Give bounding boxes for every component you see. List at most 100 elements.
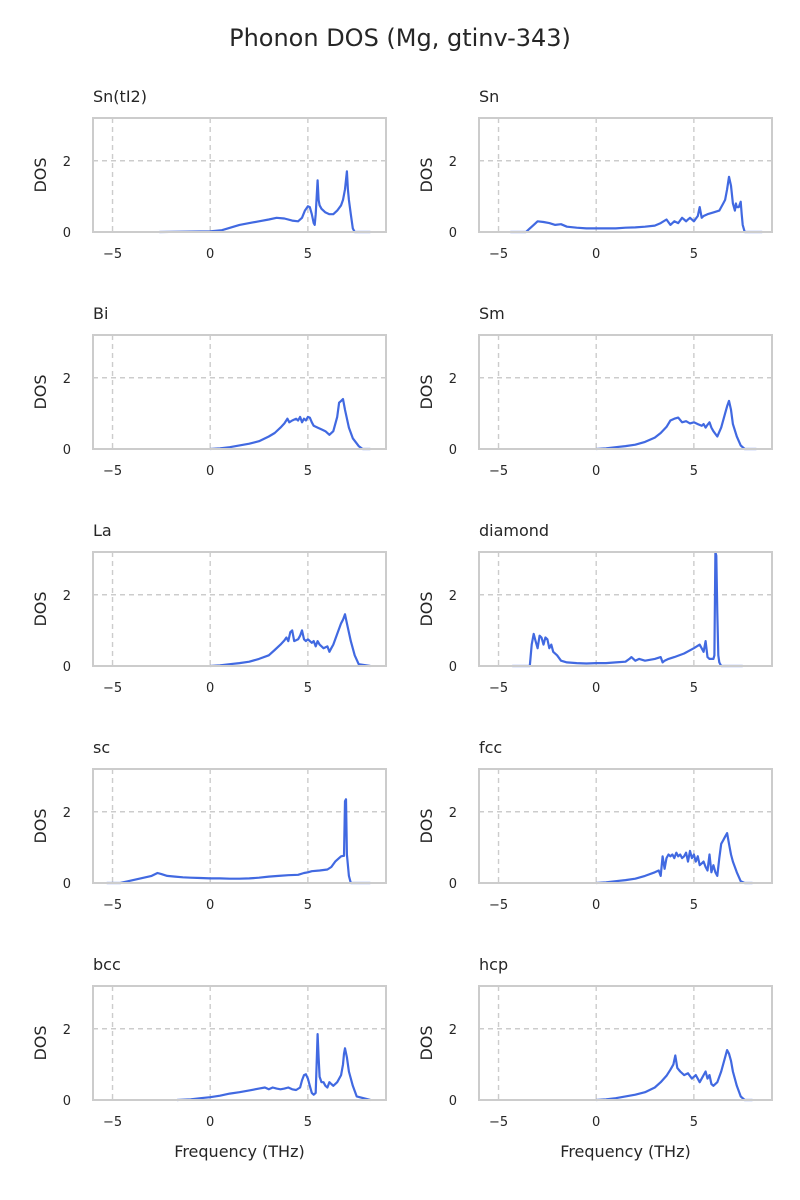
y-tick-label: 0 [449, 660, 457, 675]
y-axis-label: DOS [31, 374, 50, 409]
dos-panel: −5 0 5 0 2 bcc DOS [31, 955, 387, 1130]
axes-frame [478, 551, 773, 667]
dos-series-line [596, 1048, 753, 1102]
y-tick-label: 0 [449, 443, 457, 458]
y-axis-label: DOS [417, 1025, 436, 1060]
dos-series-line [106, 798, 371, 885]
y-tick-label: 2 [63, 806, 71, 821]
dos-series-line [210, 398, 371, 451]
y-tick-label: 2 [449, 806, 457, 821]
x-tick-label: 5 [690, 898, 698, 913]
y-axis-label: DOS [417, 808, 436, 843]
x-tick-label: 0 [592, 247, 600, 262]
x-tick-label: −5 [103, 681, 122, 696]
y-axis-label: DOS [417, 591, 436, 626]
dos-series-line [510, 175, 763, 234]
y-tick-label: 0 [63, 226, 71, 241]
dos-panel: −5 0 5 0 2 La DOS [31, 521, 387, 696]
x-tick-label: 5 [304, 681, 312, 696]
panel-title: bcc [93, 955, 121, 974]
dos-series-line [176, 1032, 371, 1102]
dos-series-line [159, 170, 371, 234]
x-tick-label: 5 [304, 898, 312, 913]
axes-frame [92, 985, 387, 1101]
y-tick-label: 2 [63, 589, 71, 604]
axes-frame [478, 985, 773, 1101]
axes-frame [478, 117, 773, 233]
x-tick-label: 5 [690, 1115, 698, 1130]
y-tick-label: 0 [63, 443, 71, 458]
y-axis-label: DOS [31, 808, 50, 843]
x-tick-label: 5 [690, 681, 698, 696]
y-tick-label: 2 [63, 1023, 71, 1038]
y-axis-label: DOS [417, 157, 436, 192]
panel-title: hcp [479, 955, 508, 974]
y-axis-label: DOS [31, 591, 50, 626]
x-tick-label: 5 [690, 464, 698, 479]
axes-frame [478, 768, 773, 884]
panel-title: fcc [479, 738, 502, 757]
y-tick-label: 0 [63, 660, 71, 675]
panel-title: Sm [479, 304, 505, 323]
x-axis-label: Frequency (THz) [174, 1142, 304, 1161]
dos-panel: −5 0 5 0 2 Bi DOS [31, 304, 387, 479]
x-tick-label: −5 [489, 681, 508, 696]
y-tick-label: 0 [449, 1094, 457, 1109]
x-tick-label: 0 [592, 681, 600, 696]
y-tick-label: 0 [63, 1094, 71, 1109]
panel-title: sc [93, 738, 110, 757]
x-tick-label: 0 [592, 1115, 600, 1130]
x-tick-label: −5 [103, 898, 122, 913]
y-tick-label: 2 [63, 155, 71, 170]
x-tick-label: 5 [304, 1115, 312, 1130]
x-tick-label: −5 [489, 1115, 508, 1130]
y-tick-label: 0 [449, 877, 457, 892]
axes-frame [92, 117, 387, 233]
axes-frame [92, 768, 387, 884]
dos-panel: −5 0 5 0 2 sc DOS [31, 738, 387, 913]
x-tick-label: −5 [103, 464, 122, 479]
y-tick-label: 2 [449, 1023, 457, 1038]
y-tick-label: 2 [449, 589, 457, 604]
x-tick-label: 0 [592, 464, 600, 479]
x-tick-label: −5 [103, 247, 122, 262]
dos-panel: −5 0 5 0 2 diamond DOS [417, 521, 773, 696]
axes-frame [92, 551, 387, 667]
x-tick-label: 5 [304, 247, 312, 262]
panel-title: Bi [93, 304, 108, 323]
dos-series-line [512, 550, 743, 668]
x-tick-label: −5 [489, 464, 508, 479]
x-tick-label: 0 [206, 898, 214, 913]
x-tick-label: −5 [489, 247, 508, 262]
axes-frame [92, 334, 387, 450]
y-tick-label: 2 [63, 372, 71, 387]
axes-frame [478, 334, 773, 450]
y-tick-label: 2 [449, 155, 457, 170]
dos-panel: −5 0 5 0 2 Sn DOS [417, 87, 773, 262]
y-tick-label: 2 [449, 372, 457, 387]
dos-series-line [596, 399, 757, 451]
x-tick-label: −5 [489, 898, 508, 913]
y-tick-label: 0 [449, 226, 457, 241]
x-tick-label: 0 [206, 247, 214, 262]
dos-panel: −5 0 5 0 2 hcp DOS [417, 955, 773, 1130]
panel-title: Sn(tI2) [93, 87, 147, 106]
x-tick-label: 0 [592, 898, 600, 913]
x-tick-label: 0 [206, 464, 214, 479]
x-tick-label: 5 [304, 464, 312, 479]
y-axis-label: DOS [31, 1025, 50, 1060]
figure-title: Phonon DOS (Mg, gtinv-343) [229, 24, 571, 52]
x-tick-label: 0 [206, 1115, 214, 1130]
x-tick-label: −5 [103, 1115, 122, 1130]
panel-title: La [93, 521, 112, 540]
panel-title: diamond [479, 521, 549, 540]
y-axis-label: DOS [31, 157, 50, 192]
x-tick-label: 5 [690, 247, 698, 262]
dos-series-line [210, 613, 371, 668]
y-axis-label: DOS [417, 374, 436, 409]
y-tick-label: 0 [63, 877, 71, 892]
dos-panel: −5 0 5 0 2 fcc DOS [417, 738, 773, 913]
x-axis-label: Frequency (THz) [560, 1142, 690, 1161]
